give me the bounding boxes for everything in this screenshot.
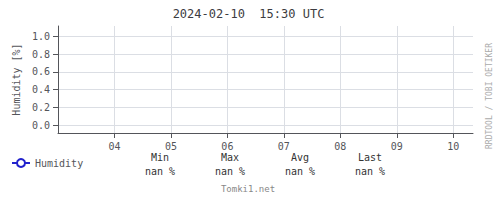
svg-text:Tomki1.net: Tomki1.net — [221, 184, 275, 194]
svg-text:04: 04 — [108, 141, 120, 152]
svg-text:RRDTOOL / TOBI OETIKER: RRDTOOL / TOBI OETIKER — [485, 43, 494, 149]
svg-text:Min: Min — [151, 152, 169, 163]
svg-text:0.8: 0.8 — [32, 49, 50, 60]
svg-text:Avg: Avg — [291, 152, 309, 163]
svg-text:08: 08 — [334, 141, 346, 152]
svg-text:Humidity [%]: Humidity [%] — [11, 43, 22, 115]
svg-text:0.2: 0.2 — [32, 102, 50, 113]
svg-text:0.0: 0.0 — [32, 120, 50, 131]
svg-text:1.0: 1.0 — [32, 31, 50, 42]
svg-text:05: 05 — [165, 141, 177, 152]
svg-text:nan %: nan % — [355, 166, 385, 177]
svg-text:Last: Last — [358, 152, 382, 163]
svg-text:09: 09 — [391, 141, 403, 152]
svg-text:nan %: nan % — [215, 166, 245, 177]
svg-text:nan %: nan % — [285, 166, 315, 177]
svg-text:2024-02-10 15:30 UTC: 2024-02-10 15:30 UTC — [173, 7, 325, 21]
svg-text:Max: Max — [221, 152, 239, 163]
svg-text:nan %: nan % — [145, 166, 175, 177]
svg-text:10: 10 — [447, 141, 459, 152]
svg-text:06: 06 — [221, 141, 233, 152]
svg-text:0.4: 0.4 — [32, 84, 50, 95]
svg-text:Humidity: Humidity — [35, 158, 83, 169]
svg-text:07: 07 — [278, 141, 290, 152]
svg-text:0.6: 0.6 — [32, 66, 50, 77]
